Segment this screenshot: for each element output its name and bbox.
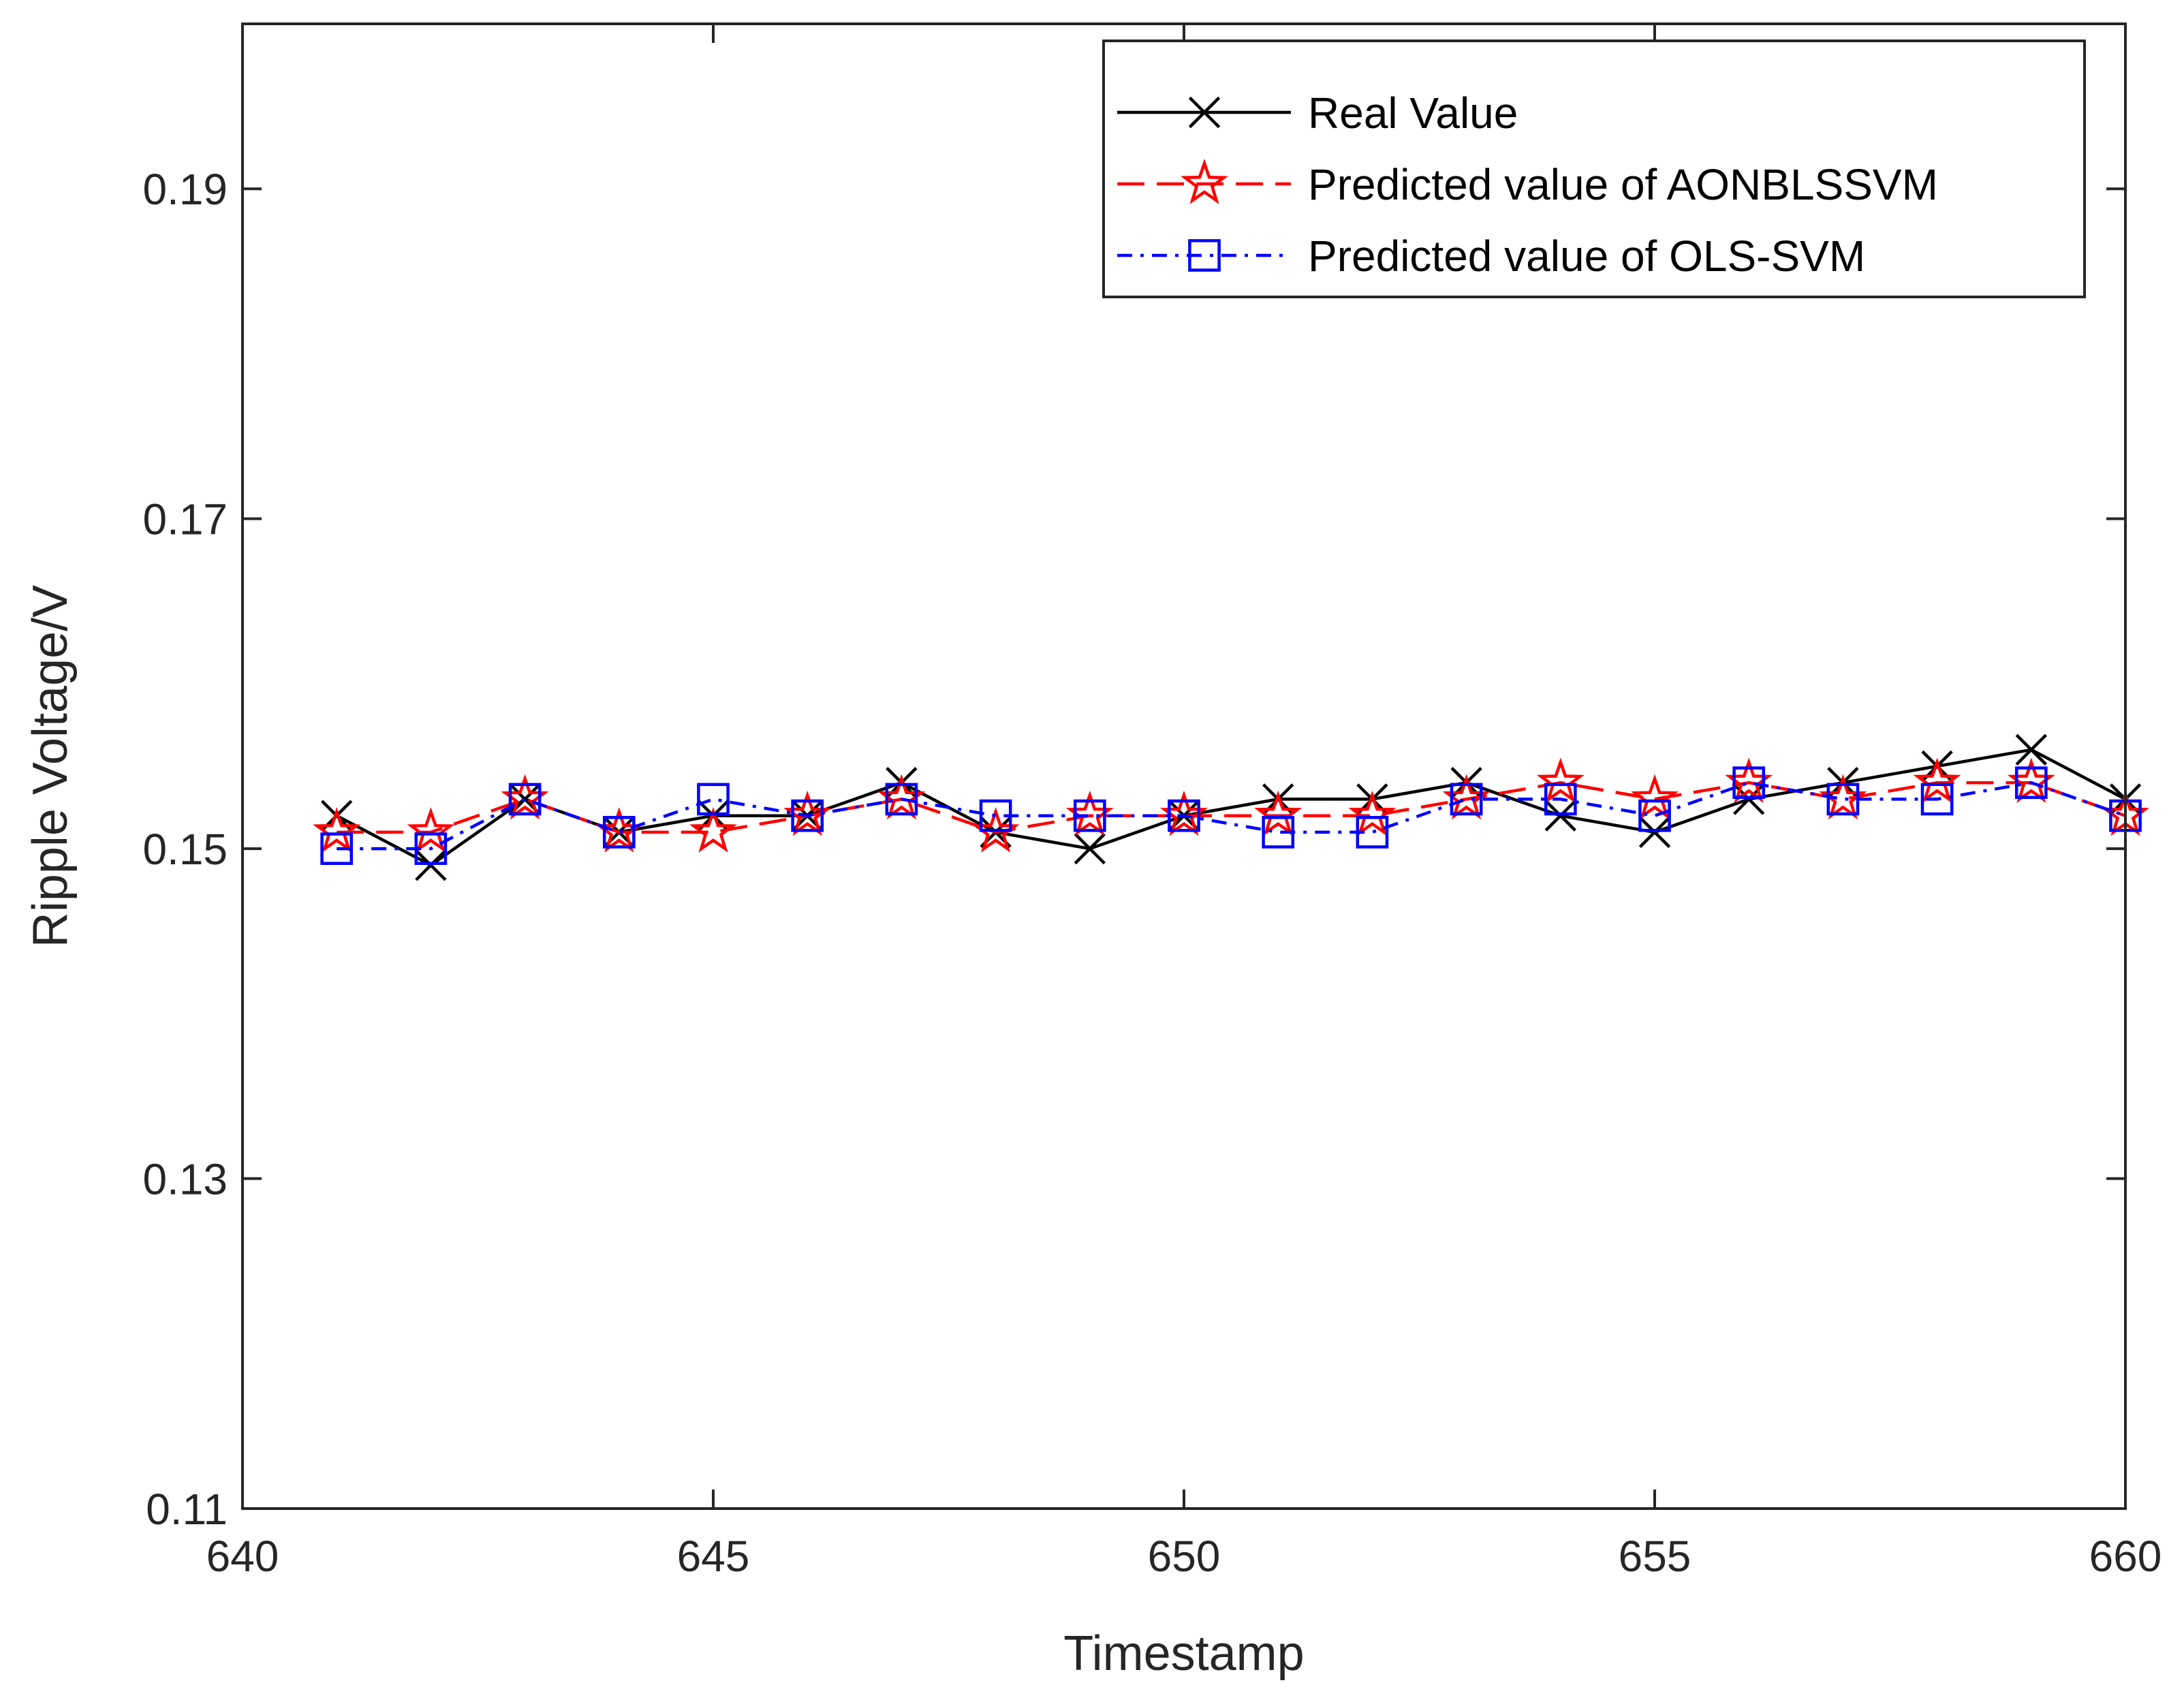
marker-star	[313, 807, 361, 853]
plot-frame	[241, 22, 2127, 1510]
x-axis: 640 645 650 655 660	[206, 24, 2162, 1581]
marker-star	[1913, 757, 1961, 804]
x-axis-title: Timestamp	[1063, 1626, 1304, 1681]
series-3	[320, 766, 2142, 865]
legend-entry: Real Value	[1117, 89, 1518, 138]
marker-square	[979, 799, 1012, 832]
marker-square	[1544, 783, 1577, 816]
marker-square	[1188, 239, 1221, 272]
marker-square	[885, 783, 918, 816]
y-tick-label: 0.19	[142, 165, 228, 214]
y-tick-label: 0.13	[142, 1155, 228, 1204]
marker-x	[415, 849, 447, 881]
marker-square	[1356, 816, 1389, 849]
marker-x	[2015, 734, 2047, 766]
marker-square	[602, 816, 636, 849]
x-tick-label: 660	[2089, 1532, 2162, 1581]
y-tick-label: 0.17	[142, 495, 228, 544]
marker-star	[689, 807, 738, 853]
x-tick-label: 645	[677, 1532, 750, 1581]
legend-label: Real Value	[1308, 89, 1518, 138]
marker-square	[791, 799, 824, 832]
marker-square	[414, 832, 448, 865]
marker-x	[1638, 816, 1671, 849]
y-tick-label: 0.15	[142, 825, 228, 874]
marker-square	[697, 783, 730, 816]
legend-label: Predicted value of AONBLSSVM	[1308, 160, 1938, 209]
marker-square	[1920, 783, 1954, 816]
marker-square	[508, 783, 542, 816]
legend: Real Value Predicted value of AONBLSSVM Pr…	[1102, 40, 2086, 298]
marker-star	[1180, 159, 1229, 204]
y-axis: 0.11 0.13 0.15 0.17 0.19	[142, 165, 2125, 1534]
marker-square	[1450, 783, 1483, 816]
marker-star	[407, 807, 455, 853]
legend-label: Predicted value of OLS-SVM	[1308, 232, 1865, 281]
y-axis-title: Ripple Voltage/V	[23, 585, 78, 947]
marker-square	[1073, 799, 1106, 832]
marker-x	[1188, 96, 1221, 129]
marker-x	[1074, 832, 1106, 865]
marker-square	[1262, 816, 1295, 849]
legend-entry: Predicted value of AONBLSSVM	[1117, 159, 1938, 209]
y-tick-label: 0.11	[146, 1485, 228, 1534]
marker-star	[1348, 790, 1397, 836]
legend-entry: Predicted value of OLS-SVM	[1117, 232, 1865, 281]
x-tick-label: 640	[206, 1532, 279, 1581]
marker-x	[1544, 800, 1576, 832]
marker-square	[1826, 783, 1860, 816]
marker-star	[1254, 790, 1302, 836]
marker-square	[2014, 766, 2048, 800]
series-layer	[313, 734, 2150, 881]
x-tick-label: 650	[1148, 1532, 1221, 1581]
marker-square	[1168, 799, 1200, 832]
marker-star	[1536, 757, 1585, 804]
marker-square	[1732, 766, 1766, 800]
x-tick-label: 655	[1619, 1532, 1691, 1581]
marker-square	[1638, 799, 1671, 832]
marker-square	[320, 832, 354, 865]
marker-star	[1631, 774, 1679, 820]
